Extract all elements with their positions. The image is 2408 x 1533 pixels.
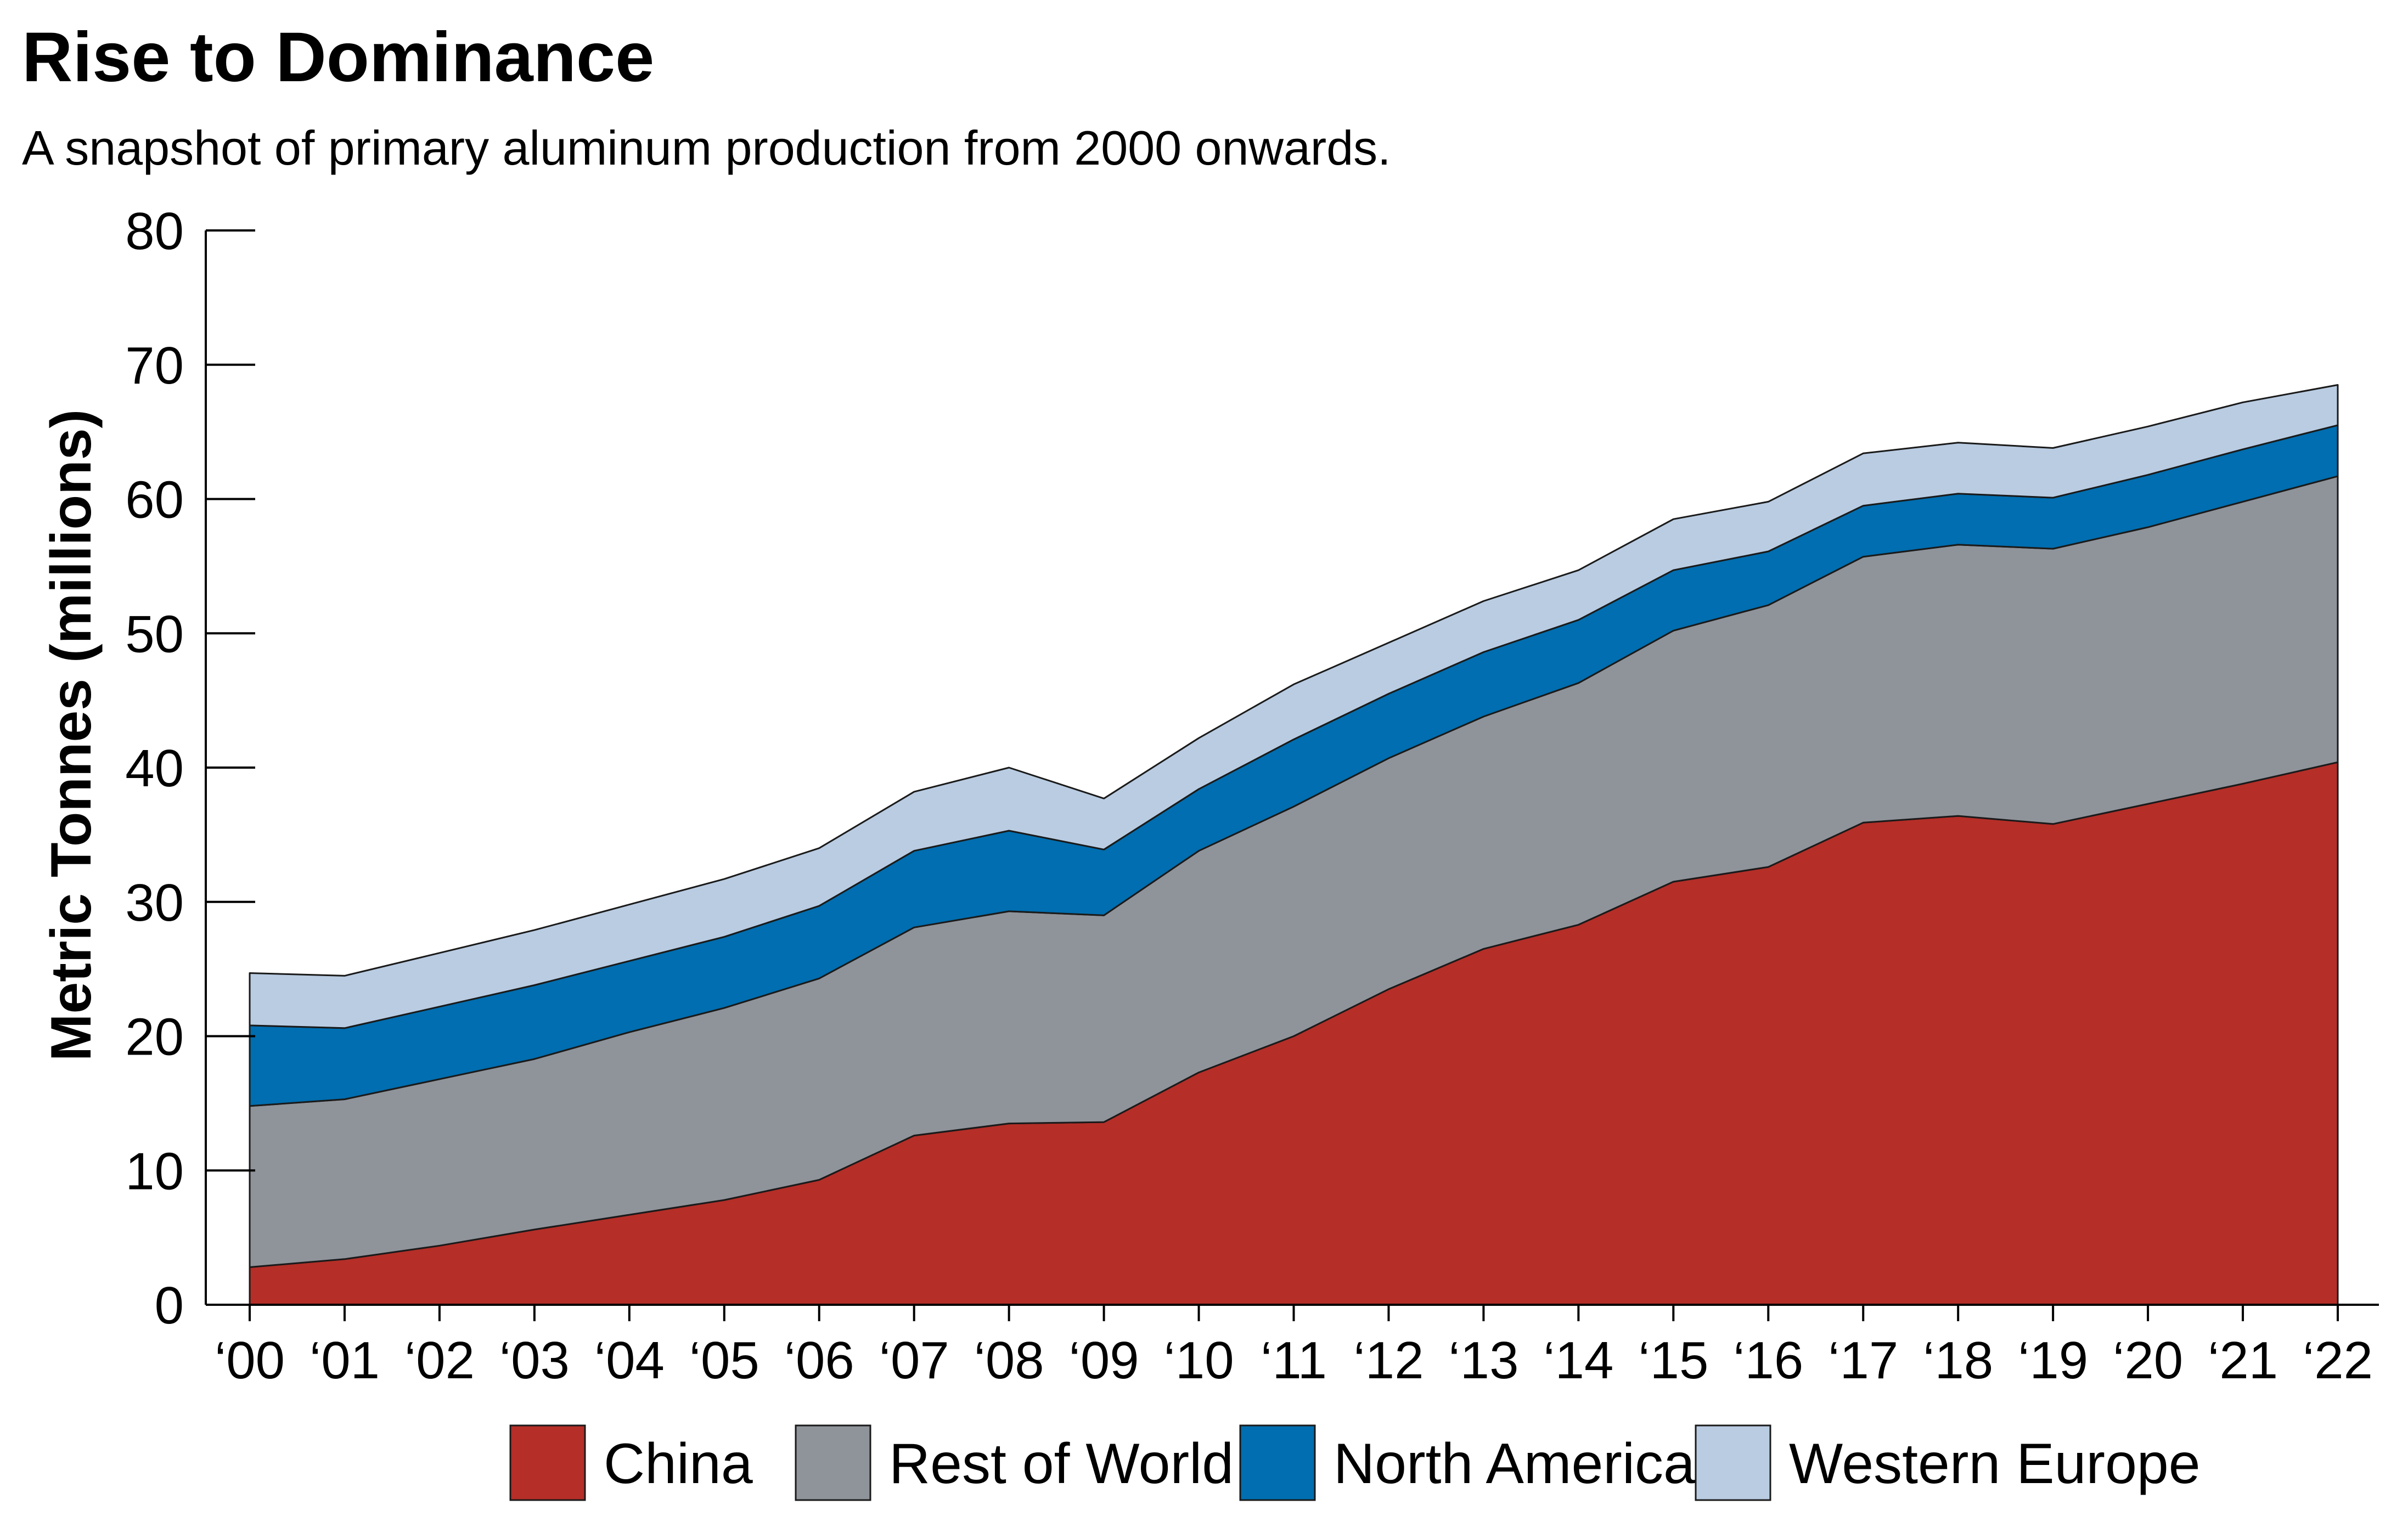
y-tick-label: 20 [125,1008,184,1067]
legend-item-rest-of-world: Rest of World [795,1424,1234,1501]
x-tick-label: ‘08 [974,1331,1044,1390]
x-tick-label: ‘01 [310,1331,380,1390]
legend-swatch [1239,1424,1316,1501]
y-tick-label: 0 [155,1276,184,1335]
area-series-western-europe [249,384,2339,1029]
legend-label: Western Europe [1789,1432,2201,1496]
y-tick-label: 60 [125,471,184,529]
legend-label: North America [1334,1432,1695,1496]
x-tick-label: ‘14 [1543,1331,1613,1390]
legend-label: Rest of World [889,1432,1234,1496]
legend-item-north-america: North America [1239,1424,1695,1501]
x-tick-label: ‘11 [1261,1331,1327,1390]
x-tick-label: ‘03 [499,1331,570,1390]
y-tick-label: 80 [125,202,184,261]
x-tick-label: ‘06 [784,1331,854,1390]
x-tick-label: ‘13 [1448,1331,1518,1390]
x-tick-label: ‘04 [594,1331,665,1390]
legend-item-western-europe: Western Europe [1695,1424,2201,1501]
chart-title: Rise to Dominance [22,18,654,97]
chart-subtitle: A snapshot of primary aluminum productio… [22,121,1391,175]
x-tick-label: ‘02 [404,1331,475,1390]
x-tick-label: ‘22 [2303,1331,2373,1390]
x-tick-label: ‘19 [2018,1331,2088,1390]
x-tick-label: ‘07 [879,1331,949,1390]
x-tick-label: ‘21 [2208,1331,2278,1390]
legend-swatch [509,1424,586,1501]
area-series-group [249,384,2339,1306]
y-tick-label: 40 [125,739,184,798]
y-axis-label: Metric Tonnes (millions) [40,409,103,1061]
legend-label: China [604,1432,753,1496]
x-tick-label: ‘05 [689,1331,759,1390]
y-tick-label: 50 [125,605,184,663]
y-tick-label: 30 [125,873,184,932]
x-tick-label: ‘15 [1638,1331,1708,1390]
x-tick-label: ‘10 [1163,1331,1234,1390]
x-tick-label: ‘12 [1353,1331,1424,1390]
x-tick-label: ‘18 [1923,1331,1993,1390]
x-tick-label: ‘17 [1828,1331,1898,1390]
x-tick-label: ‘09 [1069,1331,1139,1390]
y-tick-label: 10 [125,1142,184,1201]
legend-swatch [1695,1424,1771,1501]
legend-item-china: China [509,1424,753,1501]
x-tick-label: ‘20 [2113,1331,2183,1390]
legend: China Rest of World North America Western E… [509,1424,2201,1501]
axes: 0 10 20 30 40 50 60 70 80 ‘00 ‘01 ‘02 ‘03 ‘04 ‘05 ‘06 ‘0… [125,202,2379,1390]
y-tick-label: 70 [125,336,184,395]
x-tick-label: ‘16 [1733,1331,1803,1390]
x-tick-label: ‘00 [215,1331,285,1390]
legend-swatch [795,1424,871,1501]
